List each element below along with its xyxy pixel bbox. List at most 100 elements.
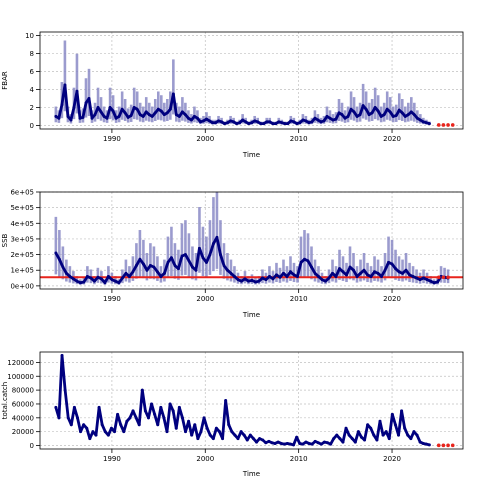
plot-frame [39, 31, 464, 130]
series-point [384, 430, 388, 434]
series-point [54, 114, 58, 118]
series-point [278, 275, 282, 279]
series-point [285, 274, 289, 278]
series-point [82, 423, 86, 427]
x-tick-label: 2000 [196, 455, 214, 463]
series-point [255, 440, 259, 444]
series-point [391, 114, 395, 118]
series-point [166, 260, 170, 264]
series-point [197, 246, 201, 250]
series-point [424, 121, 428, 125]
series-point [177, 405, 181, 409]
series-point [120, 107, 124, 111]
series-point [224, 399, 228, 402]
series-point [61, 265, 65, 269]
series-point [346, 114, 350, 118]
series-point [352, 110, 356, 114]
series-point [187, 259, 191, 263]
series-point [85, 426, 89, 430]
series-point [192, 114, 196, 118]
y-tick-label: 8 [30, 50, 34, 58]
series-point [369, 426, 373, 430]
y-tick-label: 0 [30, 122, 34, 130]
series-point [261, 438, 265, 442]
series-point [250, 278, 254, 282]
series-point [369, 274, 373, 278]
y-tick-label: 120000 [7, 359, 34, 367]
panel-total-catch: 1990 2000 2010 2020 0 20000 40000 60000 80000 100… [1, 351, 464, 478]
series-point [364, 107, 368, 111]
series-point [111, 109, 115, 113]
forecast-point [446, 123, 450, 127]
series-point [310, 442, 314, 446]
series-point [403, 114, 407, 118]
series-point [281, 271, 285, 275]
series-point [366, 423, 370, 427]
series-point [304, 119, 308, 123]
series-point [128, 416, 132, 420]
series-point [78, 281, 82, 285]
series-point [156, 423, 160, 427]
series-point [264, 278, 268, 282]
forecast-point [436, 275, 441, 280]
series-point [211, 121, 215, 125]
series-point [356, 430, 360, 434]
series-point [246, 279, 250, 283]
series-point [320, 278, 324, 282]
series-point [375, 438, 379, 442]
series-point [204, 260, 208, 264]
series-point [310, 120, 314, 124]
x-tick-label: 1990 [103, 455, 121, 463]
series-point [168, 402, 172, 406]
series-point [117, 281, 121, 285]
series-point [324, 279, 328, 283]
y-tick-label: 4e+05 [10, 220, 34, 228]
y-tick-label: 4 [30, 86, 35, 94]
series-point [421, 441, 425, 445]
series-point [100, 423, 104, 427]
series-point [328, 116, 332, 120]
series-point [113, 279, 117, 283]
series-point [205, 426, 209, 430]
series-point [302, 257, 306, 261]
series-point [376, 109, 380, 113]
series-point [116, 412, 120, 416]
x-tick-label: 2010 [290, 455, 308, 463]
series-point [236, 437, 240, 441]
y-tick-label: 5e+05 [10, 204, 34, 212]
y-tick-label: 60000 [12, 400, 34, 408]
forecast-point [450, 443, 455, 448]
series-point [325, 114, 329, 118]
forecast-point [441, 443, 446, 448]
series-point [259, 122, 263, 126]
series-point [96, 275, 100, 279]
panel-ssb: 1990 2000 2010 2020 0e+00 1e+05 2e+05 3e+05 4e+0… [1, 189, 464, 319]
series-point [150, 402, 154, 406]
series-point [280, 121, 284, 125]
series-point [124, 271, 128, 275]
series-point [353, 440, 357, 444]
series-point [363, 438, 367, 442]
series-point [267, 439, 271, 443]
series-point [159, 109, 163, 113]
series-point [230, 430, 234, 434]
series-point [355, 274, 359, 278]
series-point [199, 430, 203, 434]
series-point [66, 114, 70, 118]
series-point [85, 274, 89, 278]
series-point [214, 426, 218, 430]
series-point [156, 107, 160, 111]
series-point [299, 260, 303, 264]
series-point [99, 277, 103, 281]
series-point [295, 274, 299, 278]
series-point [418, 278, 422, 282]
series-point [242, 433, 246, 437]
series-point [173, 264, 177, 268]
series-point [260, 276, 264, 280]
series-point [298, 441, 302, 445]
series-point [75, 416, 79, 420]
series-point [97, 405, 101, 409]
series-point [338, 267, 342, 271]
series-point [141, 114, 145, 118]
series-point [177, 114, 181, 118]
